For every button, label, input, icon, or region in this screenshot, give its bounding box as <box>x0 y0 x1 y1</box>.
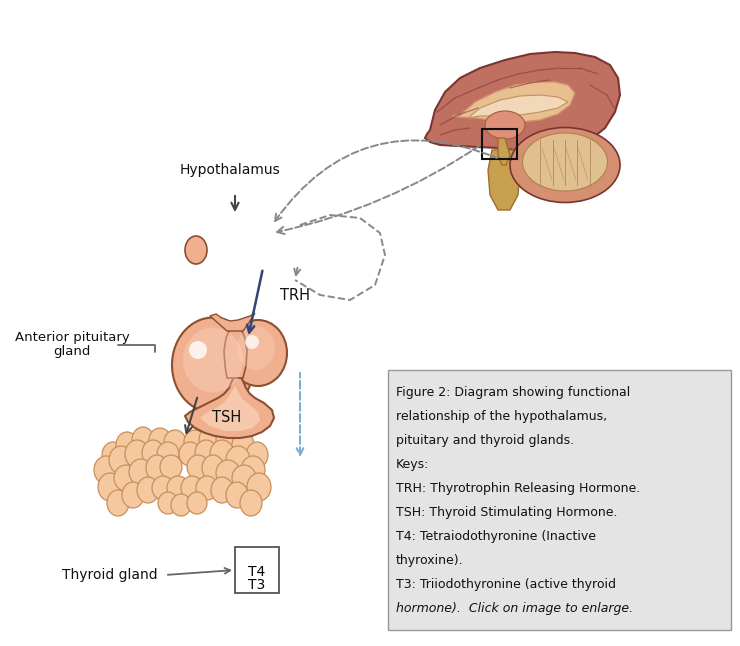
Polygon shape <box>210 313 255 331</box>
FancyArrowPatch shape <box>277 145 480 234</box>
Ellipse shape <box>102 442 124 468</box>
Text: thyroxine).: thyroxine). <box>396 554 464 567</box>
Ellipse shape <box>183 328 243 393</box>
Ellipse shape <box>181 476 203 500</box>
Ellipse shape <box>137 477 159 503</box>
Ellipse shape <box>164 430 186 454</box>
Circle shape <box>189 341 207 359</box>
Ellipse shape <box>167 476 189 500</box>
Polygon shape <box>488 150 520 210</box>
Ellipse shape <box>522 133 608 191</box>
Ellipse shape <box>152 476 174 500</box>
Ellipse shape <box>94 456 118 484</box>
Ellipse shape <box>172 317 254 413</box>
Ellipse shape <box>109 446 133 474</box>
Ellipse shape <box>241 456 265 484</box>
Text: Figure 2: Diagram showing functional: Figure 2: Diagram showing functional <box>396 386 630 399</box>
Ellipse shape <box>149 428 171 452</box>
Ellipse shape <box>229 320 287 386</box>
Text: T4: T4 <box>249 565 266 579</box>
Bar <box>388 370 731 630</box>
Ellipse shape <box>195 440 217 466</box>
Ellipse shape <box>232 432 254 458</box>
Text: relationship of the hypothalamus,: relationship of the hypothalamus, <box>396 410 607 423</box>
Text: T3: Triiodothyronine (active thyroid: T3: Triiodothyronine (active thyroid <box>396 578 616 591</box>
Ellipse shape <box>179 442 201 466</box>
Ellipse shape <box>187 455 209 479</box>
Polygon shape <box>452 82 575 122</box>
Polygon shape <box>185 376 274 438</box>
Text: hormone).  Click on image to enlarge.: hormone). Click on image to enlarge. <box>396 602 633 615</box>
Circle shape <box>245 335 259 349</box>
Text: Hypothalamus: Hypothalamus <box>180 163 280 177</box>
Ellipse shape <box>187 492 207 514</box>
Text: T4: Tetraiodothyronine (Inactive: T4: Tetraiodothyronine (Inactive <box>396 530 596 543</box>
Text: TRH: TRH <box>280 287 310 302</box>
Ellipse shape <box>237 326 275 370</box>
Ellipse shape <box>125 440 149 468</box>
Polygon shape <box>224 328 247 378</box>
Ellipse shape <box>158 492 178 514</box>
Ellipse shape <box>485 111 525 139</box>
Text: Anterior pituitary: Anterior pituitary <box>15 331 130 344</box>
Ellipse shape <box>185 236 207 264</box>
Ellipse shape <box>142 440 164 466</box>
Polygon shape <box>425 52 620 153</box>
Ellipse shape <box>107 490 129 516</box>
Ellipse shape <box>116 432 138 458</box>
Ellipse shape <box>247 473 271 501</box>
Ellipse shape <box>211 477 233 503</box>
Text: TRH: Thyrotrophin Releasing Hormone.: TRH: Thyrotrophin Releasing Hormone. <box>396 482 640 495</box>
Ellipse shape <box>132 427 154 453</box>
Text: T3: T3 <box>249 578 266 592</box>
Ellipse shape <box>160 455 182 479</box>
Text: TSH: Thyroid Stimulating Hormone.: TSH: Thyroid Stimulating Hormone. <box>396 506 617 519</box>
Text: Thyroid gland: Thyroid gland <box>62 568 158 582</box>
Ellipse shape <box>122 482 144 508</box>
Text: gland: gland <box>53 346 91 359</box>
Ellipse shape <box>216 427 238 453</box>
Ellipse shape <box>510 127 620 202</box>
Ellipse shape <box>199 427 221 453</box>
Ellipse shape <box>171 494 191 516</box>
Ellipse shape <box>246 442 268 468</box>
FancyArrowPatch shape <box>275 140 497 221</box>
Ellipse shape <box>202 455 224 481</box>
Ellipse shape <box>98 473 122 501</box>
Text: pituitary and thyroid glands.: pituitary and thyroid glands. <box>396 434 574 447</box>
Ellipse shape <box>157 442 179 466</box>
Ellipse shape <box>240 490 262 516</box>
Ellipse shape <box>146 455 168 481</box>
Text: TSH: TSH <box>212 410 241 426</box>
Ellipse shape <box>129 459 153 485</box>
Polygon shape <box>468 95 568 118</box>
Ellipse shape <box>232 465 256 491</box>
Bar <box>235 547 279 593</box>
Polygon shape <box>200 386 260 431</box>
Ellipse shape <box>216 460 240 486</box>
Bar <box>482 129 517 159</box>
Ellipse shape <box>226 482 248 508</box>
Polygon shape <box>498 138 510 165</box>
Ellipse shape <box>114 465 138 491</box>
Ellipse shape <box>184 430 206 454</box>
Ellipse shape <box>196 476 218 500</box>
Ellipse shape <box>226 446 250 474</box>
Ellipse shape <box>210 440 234 468</box>
FancyArrowPatch shape <box>297 373 303 455</box>
Text: Keys:: Keys: <box>396 458 429 471</box>
